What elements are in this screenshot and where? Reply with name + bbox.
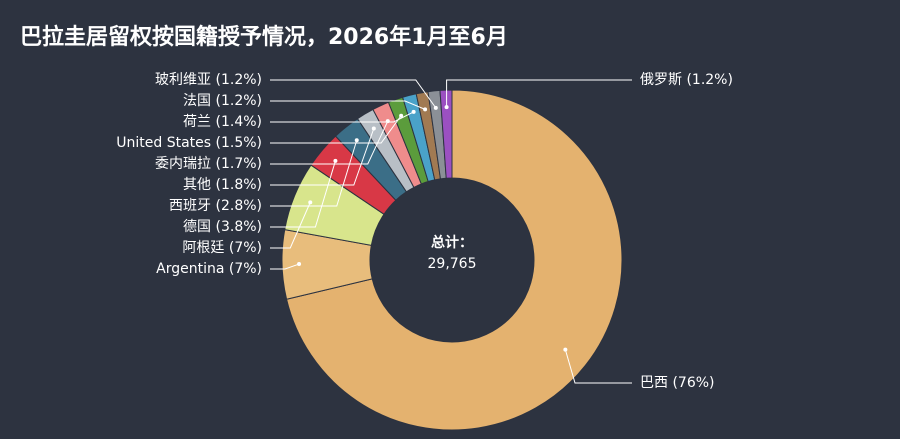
leader-dot [297,262,302,267]
slice-label: United States (1.5%) [116,135,262,151]
leader-dot [423,107,428,112]
leader-line [270,111,414,123]
slice-label: 西班牙 (2.8%) [169,198,262,214]
slice [439,89,453,179]
leader-line [270,115,402,144]
slice-label: 法国 (1.2%) [183,93,262,109]
total: 29,765 [428,256,477,272]
leader-dot [371,126,376,131]
leader-dot [308,200,313,205]
leader-dot [563,347,568,352]
center-title: 总计： [431,234,473,251]
slice-label: Argentina (7%) [156,261,262,277]
leader-dot [399,113,404,118]
leader-line [270,128,375,186]
slice-label: 俄罗斯 (1.2%) [640,72,733,88]
chart-title: 巴拉圭居留权按国籍授予情况，2026年1月至6月 [20,24,508,50]
leader-dot [385,119,390,124]
leader-line [446,79,632,108]
leader-dot [411,109,416,114]
leader-dot [354,138,359,143]
slice-label: 阿根廷 (7%) [182,240,262,256]
slice-label: 玻利维亚 (1.2%) [155,72,262,88]
slice-label: 委内瑞拉 (1.7%) [155,156,262,172]
leader-line [270,160,336,228]
slice-label: 巴西 (76%) [640,375,715,391]
leader-dot [333,158,338,163]
slice-label: 德国 (3.8%) [183,219,262,235]
slice-label: 荷兰 (1.4%) [183,114,262,130]
slice-label: 其他 (1.8%) [183,177,262,193]
leader-line [270,202,311,249]
leader-line [270,263,300,270]
leader-line [270,140,358,207]
leader-line [270,120,389,165]
leader-dot [444,105,449,110]
leader-line [270,79,437,109]
slice [285,89,623,431]
leader-line [564,349,632,384]
leader-dot [433,105,438,110]
leader-line [270,100,426,110]
